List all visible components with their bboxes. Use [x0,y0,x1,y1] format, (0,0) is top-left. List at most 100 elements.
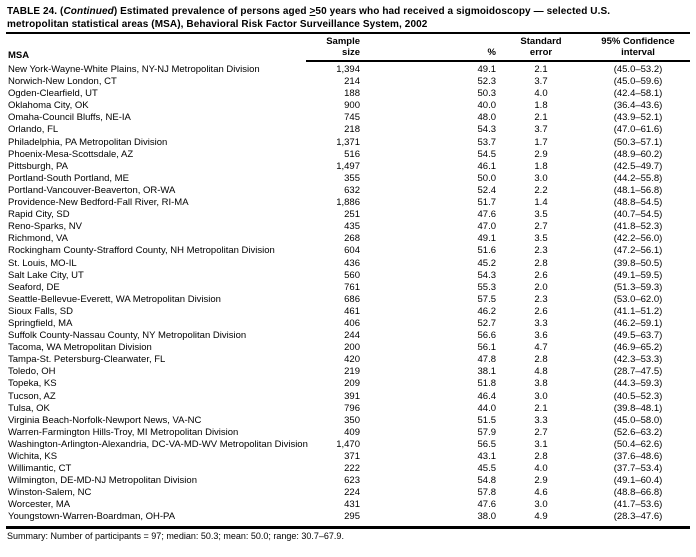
table-row: Pittsburgh, PA 1,497 46.1 1.8 (42.5–49.7) [6,161,690,173]
confidence-interval-cell: (37.6–48.6) [613,451,663,462]
standard-error-cell: 2.7 [534,426,548,438]
confidence-interval-cell: (40.7–54.5) [613,209,663,221]
confidence-interval-cell: (42.3–53.3) [613,354,663,366]
sample-size-cell: 604 [344,245,360,257]
standard-error-cell: 3.3 [534,317,548,329]
standard-error-cell: 2.8 [534,354,548,366]
confidence-interval-cell: (48.9–60.2) [613,148,663,160]
standard-error-cell: 2.1 [534,402,548,414]
sample-size-cell: 251 [344,209,360,221]
confidence-interval-cell: (41.7–53.6) [613,499,663,511]
table-row: Worcester, MA 431 47.6 3.0 (41.7–53.6) [6,499,690,511]
msa-cell: Oklahoma City, OK [8,100,89,112]
table-row: New York-Wayne-White Plains, NY-NJ Metro… [6,61,690,76]
confidence-interval-cell: (50.3–57.1) [613,136,663,148]
table-row: Toledo, OH 219 38.1 4.8 (28.7–47.5) [6,366,690,378]
table-row: Rockingham County-Strafford County, NH M… [6,245,690,257]
standard-error-cell: 2.9 [534,475,548,487]
msa-cell: Portland-Vancouver-Beaverton, OR-WA [8,184,176,196]
percent-cell: 57.9 [477,426,497,438]
standard-error-cell: 3.1 [534,438,548,450]
msa-cell: Orlando, FL [8,124,59,136]
percent-cell: 45.2 [477,257,497,269]
confidence-interval-cell: (53.0–62.0) [613,293,663,305]
sample-size-cell: 761 [344,281,360,293]
header-row-1: MSA Sample Standard 95% Confidence [6,33,690,61]
confidence-interval-cell: (40.5–52.3) [613,390,663,402]
table-row: Sioux Falls, SD 461 46.2 2.6 (41.1–51.2) [6,306,690,318]
sample-size-cell: 209 [344,378,360,390]
confidence-interval-cell: (44.2–55.8) [613,172,663,184]
standard-error-cell: 3.0 [534,390,548,402]
table-row: Springfield, MA 406 52.7 3.3 (46.2–59.1) [6,318,690,330]
table-row: St. Louis, MO-IL 436 45.2 2.8 (39.8–50.5) [6,258,690,270]
confidence-interval-cell: (42.4–58.1) [613,88,663,100]
sample-size-cell: 1,371 [336,136,360,148]
percent-cell: 53.7 [477,136,497,148]
confidence-interval-cell: (42.5–49.7) [613,160,663,172]
confidence-interval-cell: (49.5–63.7) [613,330,663,342]
standard-error-cell: 4.7 [534,342,548,354]
sample-size-cell: 406 [344,317,360,329]
standard-error-cell: 3.5 [534,209,548,221]
confidence-interval-cell: (46.9–65.2) [613,342,663,354]
percent-cell: 44.0 [477,402,497,414]
sample-size-cell: 222 [344,463,360,475]
percent-cell: 46.2 [477,305,497,317]
msa-cell: Rapid City, SD [8,209,70,221]
msa-cell: Philadelphia, PA Metropolitan Division [8,136,168,148]
table-row: Reno-Sparks, NV 435 47.0 2.7 (41.8–52.3) [6,221,690,233]
standard-error-cell: 4.8 [534,366,548,378]
confidence-interval-cell: (28.3–47.6) [613,511,663,523]
msa-cell: Suffolk County-Nassau County, NY Metropo… [8,330,247,342]
confidence-interval-cell: (49.1–60.4) [613,475,663,487]
table-row: Tampa-St. Petersburg-Clearwater, FL 420 47… [6,354,690,366]
confidence-interval-cell: (41.1–51.2) [613,305,663,317]
confidence-interval-cell: (47.0–61.6) [613,124,663,136]
standard-error-cell: 2.6 [534,269,548,281]
standard-error-cell: 1.8 [534,100,548,112]
sample-size-cell: 268 [344,233,360,245]
msa-cell: Youngstown-Warren-Boardman, OH-PA [8,511,176,523]
standard-error-cell: 4.9 [534,511,548,523]
sample-size-cell: 1,394 [336,64,360,75]
msa-cell: Tampa-St. Petersburg-Clearwater, FL [8,354,166,366]
msa-cell: Rockingham County-Strafford County, NH M… [8,245,275,257]
column-header-se-line2: error [496,47,586,62]
msa-cell: Seaford, DE [8,281,60,293]
sample-size-cell: 409 [344,426,360,438]
table-header: MSA Sample Standard 95% Confidence size … [6,33,690,62]
msa-cell: Portland-South Portland, ME [8,172,129,184]
confidence-interval-cell: (28.7–47.5) [613,366,663,378]
standard-error-cell: 2.9 [534,148,548,160]
msa-cell: Reno-Sparks, NV [8,221,82,233]
sample-size-cell: 350 [344,414,360,426]
percent-cell: 51.7 [477,197,497,209]
confidence-interval-cell: (36.4–43.6) [613,100,663,112]
percent-cell: 48.0 [477,112,497,124]
table-row: Winston-Salem, NC 224 57.8 4.6 (48.8–66.8) [6,487,690,499]
sample-size-cell: 219 [344,366,360,378]
table-body: New York-Wayne-White Plains, NY-NJ Metro… [6,61,690,527]
msa-cell: Ogden-Clearfield, UT [8,88,98,100]
sample-size-cell: 623 [344,475,360,487]
msa-cell: St. Louis, MO-IL [8,257,77,269]
percent-cell: 54.8 [477,475,497,487]
title-geq-symbol: > [309,6,316,17]
percent-cell: 51.5 [477,414,497,426]
prevalence-table: MSA Sample Standard 95% Confidence size … [6,32,690,529]
sample-size-cell: 745 [344,112,360,124]
column-header-percent-spacer [360,33,496,47]
percent-cell: 54.5 [477,148,497,160]
standard-error-cell: 2.6 [534,305,548,317]
column-header-sample-line1: Sample [326,36,360,47]
msa-cell: Topeka, KS [8,378,57,390]
standard-error-cell: 3.5 [534,233,548,245]
table-row: Ogden-Clearfield, UT 188 50.3 4.0 (42.4–58.1… [6,88,690,100]
standard-error-cell: 2.2 [534,184,548,196]
percent-cell: 46.1 [477,160,497,172]
sample-size-cell: 218 [344,124,360,136]
confidence-interval-cell: (43.9–52.1) [613,112,663,124]
sample-size-cell: 431 [344,499,360,511]
msa-cell: Winston-Salem, NC [8,487,92,499]
